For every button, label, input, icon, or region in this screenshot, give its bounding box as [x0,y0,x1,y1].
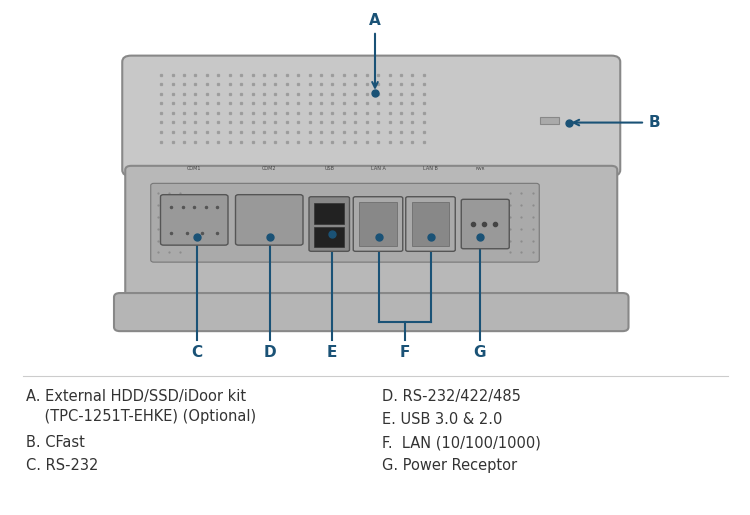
Text: PWR: PWR [476,167,484,171]
Text: B. CFast: B. CFast [26,435,85,450]
Text: C: C [191,345,202,360]
Bar [314,203,344,224]
Text: (TPC-1251T-EHKE) (Optional): (TPC-1251T-EHKE) (Optional) [26,409,257,424]
Text: A: A [369,13,381,28]
FancyBboxPatch shape [160,195,228,245]
FancyBboxPatch shape [125,166,617,303]
Text: F.  LAN (10/100/1000): F. LAN (10/100/1000) [382,435,542,450]
Text: A. External HDD/SSD/iDoor kit: A. External HDD/SSD/iDoor kit [26,389,246,404]
FancyBboxPatch shape [461,199,509,249]
Text: G: G [474,345,486,360]
Text: E: E [326,345,337,360]
FancyBboxPatch shape [151,183,539,262]
Bar [412,202,449,246]
FancyBboxPatch shape [309,197,350,251]
Text: G. Power Receptor: G. Power Receptor [382,458,518,473]
Text: USB: USB [324,166,334,171]
Text: B: B [648,115,660,130]
Text: D. RS-232/422/485: D. RS-232/422/485 [382,389,521,404]
Text: D: D [264,345,276,360]
FancyBboxPatch shape [122,56,620,176]
Text: COM1: COM1 [187,166,202,171]
FancyBboxPatch shape [406,197,455,251]
FancyBboxPatch shape [236,195,303,245]
Text: C. RS-232: C. RS-232 [26,458,99,473]
Text: LAN A: LAN A [370,166,386,171]
Bar [540,117,559,124]
Text: COM2: COM2 [262,166,277,171]
Text: LAN B: LAN B [423,166,438,171]
FancyBboxPatch shape [353,197,403,251]
Text: E. USB 3.0 & 2.0: E. USB 3.0 & 2.0 [382,412,502,427]
FancyBboxPatch shape [114,293,628,331]
Bar [314,227,344,247]
Text: F: F [400,345,410,360]
Bar [359,202,397,246]
